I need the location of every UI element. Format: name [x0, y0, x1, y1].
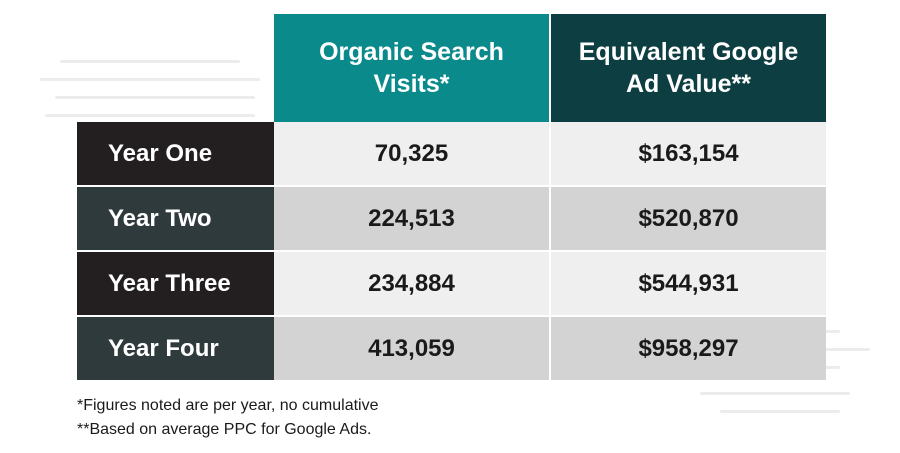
table-row: Year Three 234,884 $544,931	[77, 252, 826, 315]
row-label: Year One	[77, 122, 274, 185]
decorative-stroke	[720, 410, 840, 413]
decorative-stroke	[45, 114, 255, 117]
column-header-label: Equivalent Google Ad Value**	[578, 38, 799, 98]
footnote: **Based on average PPC for Google Ads.	[77, 421, 372, 438]
column-header-organic-search-visits: Organic Search Visits*	[274, 14, 549, 122]
ad-value-cell: $544,931	[551, 252, 826, 315]
table-row: Year Four 413,059 $958,297	[77, 317, 826, 380]
data-table: Organic Search Visits* Equivalent Google…	[77, 14, 826, 382]
decorative-stroke	[700, 392, 850, 395]
column-header-ad-value: Equivalent Google Ad Value**	[551, 14, 826, 122]
column-header-label: Organic Search Visits*	[319, 38, 504, 98]
organic-visits-cell: 70,325	[274, 122, 549, 185]
table-row: Year Two 224,513 $520,870	[77, 187, 826, 250]
organic-visits-cell: 234,884	[274, 252, 549, 315]
row-label: Year Two	[77, 187, 274, 250]
ad-value-cell: $163,154	[551, 122, 826, 185]
decorative-stroke	[55, 96, 255, 99]
decorative-stroke	[60, 60, 240, 63]
footnote: *Figures noted are per year, no cumulati…	[77, 397, 379, 414]
row-label: Year Three	[77, 252, 274, 315]
table-row: Year One 70,325 $163,154	[77, 122, 826, 185]
organic-visits-cell: 224,513	[274, 187, 549, 250]
organic-visits-cell: 413,059	[274, 317, 549, 380]
row-label: Year Four	[77, 317, 274, 380]
ad-value-cell: $958,297	[551, 317, 826, 380]
decorative-stroke	[40, 78, 260, 81]
ad-value-cell: $520,870	[551, 187, 826, 250]
